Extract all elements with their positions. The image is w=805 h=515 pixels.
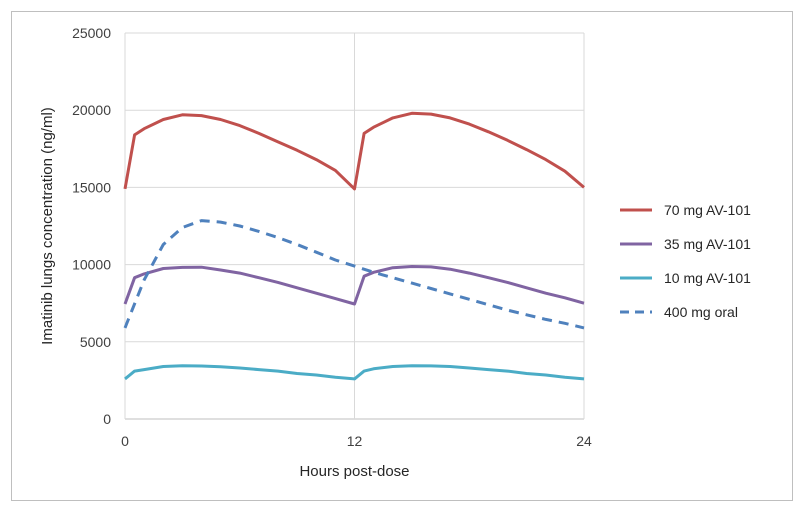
legend-label: 400 mg oral xyxy=(664,304,738,320)
x-axis-title: Hours post-dose xyxy=(299,463,409,480)
series-line xyxy=(123,219,585,330)
y-axis-title: Imatinib lungs concentration (ng/ml) xyxy=(39,107,56,345)
gridlines xyxy=(124,32,585,420)
x-tick-label: 0 xyxy=(121,433,129,449)
x-tick-labels: 0 12 24 xyxy=(121,433,592,449)
x-tick-label: 12 xyxy=(347,433,363,449)
y-tick-label: 10000 xyxy=(72,257,111,273)
series-line xyxy=(124,364,585,381)
y-tick-label: 25000 xyxy=(72,25,111,41)
legend-label: 70 mg AV-101 xyxy=(664,202,751,218)
y-tick-label: 15000 xyxy=(72,179,111,195)
legend-label: 10 mg AV-101 xyxy=(664,270,751,286)
series-line xyxy=(123,265,585,306)
y-tick-label: 5000 xyxy=(80,334,111,350)
legend: 70 mg AV-101 35 mg AV-101 10 mg AV-101 400 … xyxy=(620,202,751,320)
series-line xyxy=(123,111,585,191)
y-tick-labels: 0 5000 10000 15000 20000 25000 xyxy=(72,25,111,427)
y-tick-label: 20000 xyxy=(72,102,111,118)
x-tick-label: 24 xyxy=(576,433,592,449)
series-lines xyxy=(123,111,585,381)
legend-label: 35 mg AV-101 xyxy=(664,236,751,252)
y-tick-label: 0 xyxy=(103,411,111,427)
